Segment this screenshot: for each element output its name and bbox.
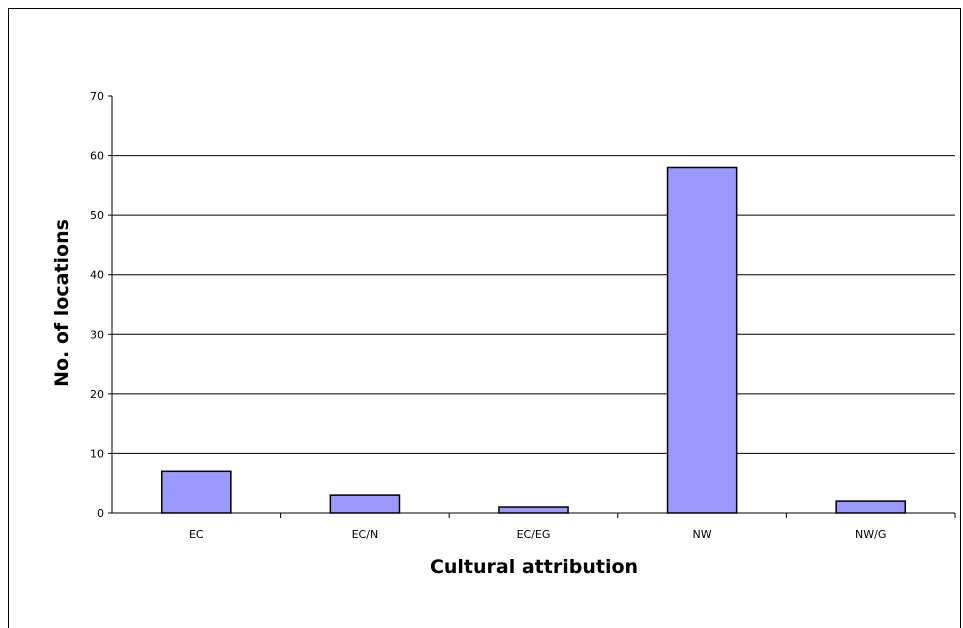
x-tick-label: EC/N (352, 528, 379, 541)
x-tick-label: NW/G (855, 528, 886, 541)
x-axis-title: Cultural attribution (430, 556, 638, 578)
x-tick-label: NW (693, 528, 712, 541)
x-tick-label: EC/EG (517, 528, 551, 541)
y-tick-label: 60 (90, 150, 104, 163)
y-axis-title: No. of locations (51, 219, 73, 387)
gridlines (112, 155, 955, 454)
bar-ec (160, 470, 232, 514)
chart-frame (8, 8, 961, 628)
bar-nw (666, 166, 738, 514)
y-tick-label: 20 (90, 388, 104, 401)
y-tick-label: 0 (97, 507, 104, 520)
y-tick-label: 10 (90, 447, 104, 460)
bar-ec-eg (498, 506, 569, 514)
y-tick-label: 30 (90, 328, 104, 341)
y-tick-label: 50 (90, 209, 104, 222)
y-tick-labels: 0 10 20 30 40 50 60 70 (90, 90, 104, 520)
bar-ec-n (329, 494, 401, 514)
x-tick-label: EC (189, 528, 204, 541)
y-tick-label: 70 (90, 90, 104, 103)
axes (108, 95, 956, 518)
x-tick-labels: EC EC/N EC/EG NW NW/G (189, 528, 886, 541)
bar-nw-g (835, 500, 907, 514)
y-tick-label: 40 (90, 269, 104, 282)
bars (160, 166, 907, 514)
